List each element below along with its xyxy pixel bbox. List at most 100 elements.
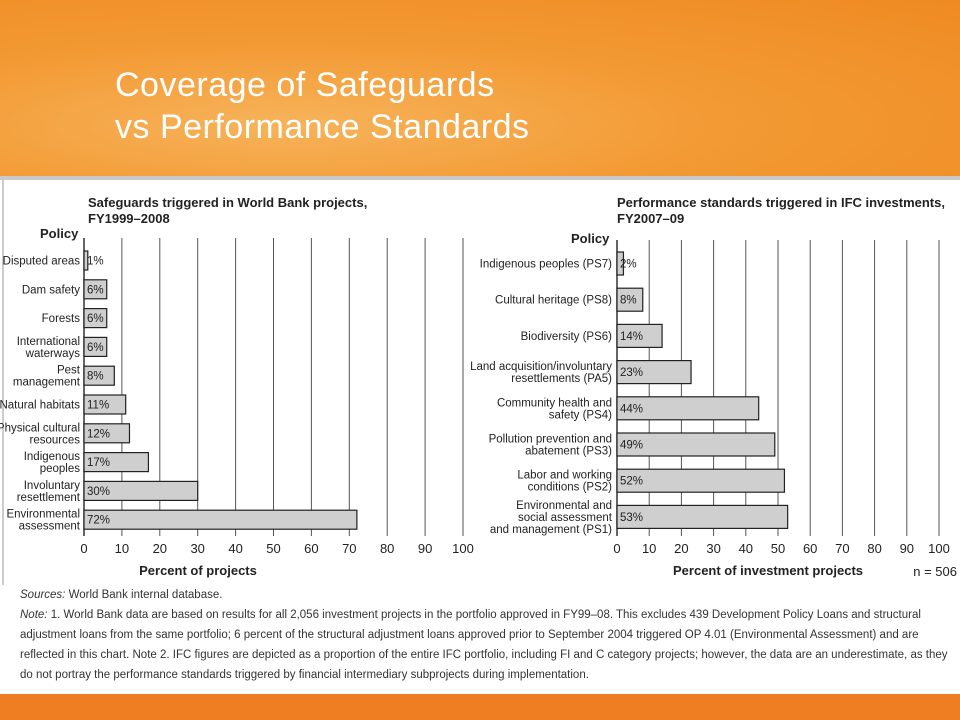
chart1-category-label: resources <box>30 434 81 446</box>
chart2-bar <box>616 360 692 385</box>
chart1-bar <box>83 336 108 357</box>
chart1-tick-label: 60 <box>304 541 318 556</box>
chart2-category-label: Environmental and <box>516 500 612 512</box>
chart2-category-label: Cultural heritage (PS8) <box>495 295 612 307</box>
chart1-category-label: assessment <box>19 521 81 533</box>
chart2-tick-label: 50 <box>771 541 785 556</box>
chart2-tick-label: 60 <box>803 541 817 556</box>
chart1-tick-label: 100 <box>452 541 474 556</box>
chart1-title-line: FY1999–2008 <box>88 211 170 226</box>
charts-svg: Safeguards triggered in World Bank proje… <box>0 180 957 585</box>
chart1-category-label: Indigenous <box>24 451 81 463</box>
chart2-tick-label: 10 <box>642 541 656 556</box>
chart2-bar <box>616 323 663 348</box>
chart1-tick-label: 20 <box>153 541 167 556</box>
chart1-bar <box>83 365 115 386</box>
chart2-title-line: FY2007–09 <box>617 211 684 226</box>
chart2-bar-value-label: 53% <box>620 512 643 524</box>
chart1-category-label: Forests <box>42 313 81 325</box>
chart1-tick-label: 10 <box>115 541 129 556</box>
chart1-bar-value-label: 1% <box>87 256 104 268</box>
slide-title-line-1: Coverage of Safeguards <box>115 66 495 104</box>
chart1-tick-label: 30 <box>190 541 204 556</box>
chart1-category-label: Natural habitats <box>0 400 80 412</box>
chart1-x-axis-title: Percent of projects <box>139 563 257 578</box>
slide-title-line-2: vs Performance Standards <box>115 108 530 146</box>
chart2-tick-label: 80 <box>867 541 881 556</box>
chart1-tick-label: 90 <box>418 541 432 556</box>
slide-header <box>0 0 960 178</box>
figure-notes: Sources: World Bank internal database. N… <box>20 585 950 685</box>
chart2-bar-value-label: 2% <box>620 259 637 271</box>
chart1-bar-value-label: 6% <box>87 313 104 325</box>
chart2-category-label: Land acquisition/involuntary <box>470 361 612 373</box>
chart2-category-label: abatement (PS3) <box>525 446 612 458</box>
chart2-tick-label: 0 <box>613 541 620 556</box>
note-paragraph: Note: 1. World Bank data are based on re… <box>20 605 950 685</box>
chart1-title-line: Safeguards triggered in World Bank proje… <box>88 195 367 210</box>
chart1-bar-value-label: 8% <box>87 371 104 383</box>
chart2-tick-label: 20 <box>674 541 688 556</box>
chart2-category-label: Community health and <box>497 397 612 409</box>
chart1-bar <box>83 279 108 300</box>
chart1-category-label: management <box>13 377 81 389</box>
chart2-category-label: safety (PS4) <box>549 409 612 421</box>
chart1-category-label: Environmental <box>6 509 80 521</box>
chart2-bar <box>616 468 786 493</box>
chart1-tick-label: 40 <box>228 541 242 556</box>
chart1-category-label: peoples <box>40 463 81 475</box>
chart1-tick-label: 80 <box>380 541 394 556</box>
note-label: Note: <box>20 609 48 621</box>
chart2-x-axis-title: Percent of investment projects <box>673 563 863 578</box>
chart1-bar-value-label: 6% <box>87 284 104 296</box>
chart1-category-label: Involuntary <box>24 480 81 492</box>
chart1-bar <box>83 452 150 473</box>
chart1-tick-label: 70 <box>342 541 356 556</box>
chart2-category-label: Pollution prevention and <box>489 434 612 446</box>
note-text: 1. World Bank data are based on results … <box>20 609 948 681</box>
chart1-bar-value-label: 72% <box>87 515 110 527</box>
chart2-bar-value-label: 14% <box>620 331 643 343</box>
chart1-bar <box>83 308 108 329</box>
chart1-bar-value-label: 30% <box>87 486 110 498</box>
chart2-bar-value-label: 8% <box>620 295 637 307</box>
chart2-category-axis-title: Policy <box>571 231 610 246</box>
chart2-bar-value-label: 52% <box>620 476 643 488</box>
chart2-tick-label: 100 <box>928 541 950 556</box>
chart2-category-label: Labor and working <box>517 470 612 482</box>
chart1-bar <box>83 509 358 530</box>
chart1-category-axis-title: Policy <box>40 226 79 241</box>
chart2-title-line: Performance standards triggered in IFC i… <box>617 195 945 210</box>
chart2-bar-value-label: 23% <box>620 367 643 379</box>
chart2-bar <box>616 251 625 276</box>
chart2-bar <box>616 504 789 529</box>
footer-bar <box>0 694 960 720</box>
chart2-category-label: and management (PS1) <box>490 524 612 536</box>
chart1-bar <box>83 423 131 444</box>
chart1-bar-value-label: 11% <box>87 400 109 412</box>
chart2-tick-label: 90 <box>900 541 914 556</box>
header-divider <box>0 176 960 180</box>
chart1-tick-label: 50 <box>266 541 280 556</box>
slide-title: Coverage of Safeguards vs Performance St… <box>115 64 530 148</box>
chart2-tick-label: 30 <box>706 541 720 556</box>
chart1-category-label: International <box>17 336 80 348</box>
chart1-category-label: resettlement <box>17 492 81 504</box>
chart2-bar <box>616 396 760 421</box>
chart1-category-label: Disputed areas <box>3 256 81 268</box>
chart-figure: Safeguards triggered in World Bank proje… <box>0 180 960 695</box>
chart2-category-label: social assessment <box>518 512 613 524</box>
chart1-bar <box>83 394 127 415</box>
chart1-bar-value-label: 12% <box>87 428 110 440</box>
chart2-sample-size-label: n = 506 <box>913 564 957 579</box>
chart1-tick-label: 0 <box>80 541 87 556</box>
sources-line: Sources: World Bank internal database. <box>20 585 950 605</box>
chart1-category-label: Dam safety <box>22 284 80 296</box>
chart1-category-label: Physical cultural <box>0 422 80 434</box>
chart2-category-label: Biodiversity (PS6) <box>521 331 613 343</box>
chart1-category-label: Pest <box>57 365 81 377</box>
chart2-tick-label: 40 <box>739 541 753 556</box>
chart1-bar <box>83 250 89 271</box>
chart1-bar-value-label: 17% <box>87 457 110 469</box>
chart1-bar-value-label: 6% <box>87 342 104 354</box>
